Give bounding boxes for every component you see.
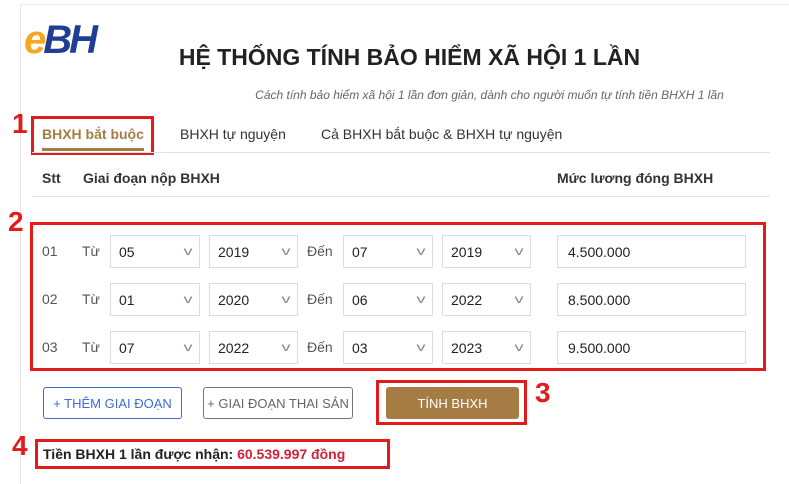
maternity-period-button[interactable]: + GIAI ĐOẠN THAI SẢN bbox=[203, 387, 353, 419]
to-label: Đến bbox=[307, 339, 333, 355]
row-stt: 03 bbox=[42, 339, 58, 355]
from-label: Từ bbox=[82, 243, 100, 259]
add-period-button[interactable]: + THÊM GIAI ĐOẠN bbox=[43, 387, 182, 419]
to-year-select[interactable]: 2022 v bbox=[442, 283, 531, 316]
to-year-select-value: 2023 bbox=[451, 340, 483, 356]
salary-input[interactable]: 8.500.000 bbox=[557, 283, 746, 316]
from-month-select-value: 07 bbox=[119, 340, 135, 356]
salary-input[interactable]: 9.500.000 bbox=[557, 331, 746, 364]
annotation-4: 4 bbox=[12, 430, 28, 461]
header-period: Giai đoạn nộp BHXH bbox=[83, 170, 220, 186]
tab-ca-hai[interactable]: Cả BHXH bắt buộc & BHXH tự nguyện bbox=[321, 126, 563, 142]
chevron-down-icon: v bbox=[183, 244, 193, 258]
to-label: Đến bbox=[307, 291, 333, 307]
row-stt: 01 bbox=[42, 243, 58, 259]
to-month-select[interactable]: 07 v bbox=[343, 235, 433, 268]
from-year-select-value: 2020 bbox=[218, 292, 250, 308]
annotation-box-3 bbox=[376, 380, 527, 425]
header-divider bbox=[32, 196, 770, 197]
tabs-divider bbox=[32, 152, 770, 153]
chevron-down-icon: v bbox=[281, 244, 291, 258]
to-year-select-value: 2019 bbox=[451, 244, 483, 260]
from-year-select-value: 2019 bbox=[218, 244, 250, 260]
page-title: HỆ THỐNG TÍNH BẢO HIỂM XÃ HỘI 1 LẦN bbox=[178, 44, 641, 70]
from-month-select[interactable]: 05 v bbox=[110, 235, 200, 268]
annotation-1: 1 bbox=[12, 108, 28, 139]
result-line: Tiền BHXH 1 lần được nhận: 60.539.997 đồ… bbox=[43, 446, 345, 462]
header-salary: Mức lương đóng BHXH bbox=[557, 170, 714, 186]
annotation-box-1 bbox=[31, 116, 154, 155]
chevron-down-icon: v bbox=[416, 340, 426, 354]
header-stt: Stt bbox=[42, 170, 61, 186]
chevron-down-icon: v bbox=[514, 244, 524, 258]
tab-bhxh-bat-buoc[interactable]: BHXH bắt buộc bbox=[42, 126, 144, 151]
tab-bhxh-tu-nguyen[interactable]: BHXH tự nguyện bbox=[180, 126, 286, 142]
to-year-select[interactable]: 2023 v bbox=[442, 331, 531, 364]
annotation-2: 2 bbox=[8, 206, 24, 237]
from-year-select[interactable]: 2022 v bbox=[209, 331, 298, 364]
chevron-down-icon: v bbox=[183, 292, 193, 306]
chevron-down-icon: v bbox=[416, 244, 426, 258]
from-month-select[interactable]: 07 v bbox=[110, 331, 200, 364]
from-month-select-value: 05 bbox=[119, 244, 135, 260]
from-label: Từ bbox=[82, 339, 100, 355]
to-year-select[interactable]: 2019 v bbox=[442, 235, 531, 268]
calculate-button[interactable]: TÍNH BHXH bbox=[386, 387, 519, 419]
to-month-select-value: 06 bbox=[352, 292, 368, 308]
chevron-down-icon: v bbox=[281, 292, 291, 306]
ebh-logo: eBH bbox=[24, 18, 98, 62]
from-month-select[interactable]: 01 v bbox=[110, 283, 200, 316]
from-year-select[interactable]: 2019 v bbox=[209, 235, 298, 268]
annotation-3: 3 bbox=[535, 377, 551, 408]
from-year-select[interactable]: 2020 v bbox=[209, 283, 298, 316]
chevron-down-icon: v bbox=[416, 292, 426, 306]
to-month-select-value: 07 bbox=[352, 244, 368, 260]
chevron-down-icon: v bbox=[183, 340, 193, 354]
to-label: Đến bbox=[307, 243, 333, 259]
from-month-select-value: 01 bbox=[119, 292, 135, 308]
row-stt: 02 bbox=[42, 291, 58, 307]
annotation-box-4 bbox=[35, 439, 390, 469]
to-month-select-value: 03 bbox=[352, 340, 368, 356]
result-value: 60.539.997 đồng bbox=[237, 446, 346, 462]
calculator-card bbox=[20, 4, 789, 484]
chevron-down-icon: v bbox=[514, 292, 524, 306]
result-label: Tiền BHXH 1 lần được nhận: bbox=[43, 446, 234, 462]
chevron-down-icon: v bbox=[514, 340, 524, 354]
salary-input[interactable]: 4.500.000 bbox=[557, 235, 746, 268]
to-month-select[interactable]: 06 v bbox=[343, 283, 433, 316]
from-year-select-value: 2022 bbox=[218, 340, 250, 356]
to-year-select-value: 2022 bbox=[451, 292, 483, 308]
annotation-box-2 bbox=[30, 222, 766, 371]
to-month-select[interactable]: 03 v bbox=[343, 331, 433, 364]
chevron-down-icon: v bbox=[281, 340, 291, 354]
page-subtitle: Cách tính bảo hiểm xã hội 1 lần đơn giản… bbox=[255, 88, 724, 102]
from-label: Từ bbox=[82, 291, 100, 307]
